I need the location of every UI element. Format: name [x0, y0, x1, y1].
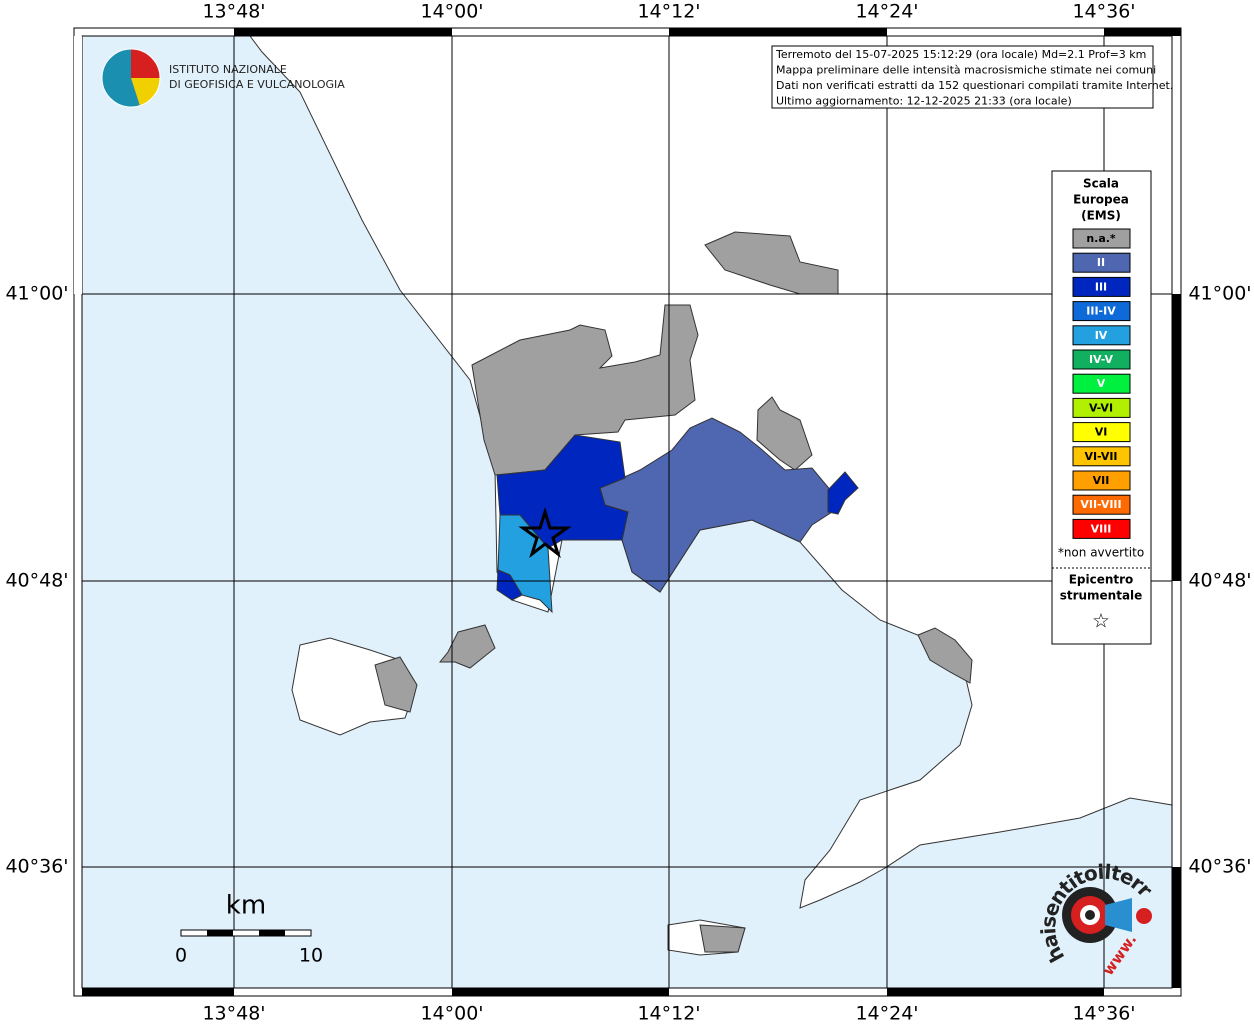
- legend-label: n.a.*: [1086, 232, 1116, 245]
- legend-swatch: [1072, 470, 1131, 491]
- scale-unit: km: [226, 891, 266, 921]
- frame: [73, 27, 1182, 997]
- legend-label: IV: [1095, 329, 1108, 342]
- legend-title: Europea: [1073, 193, 1129, 207]
- logo-line: DI GEOFISICA E VULCANOLOGIA: [169, 78, 345, 91]
- legend-label: VII: [1093, 474, 1110, 487]
- legend-swatch: [1072, 373, 1131, 394]
- legend-swatch: [1072, 518, 1131, 539]
- legend-label: VIII: [1091, 522, 1112, 535]
- legend-label: V: [1097, 377, 1106, 390]
- legend-title: (EMS): [1081, 209, 1121, 223]
- info-line: Ultimo aggiornamento: 12-12-2025 21:33 (…: [776, 95, 1072, 108]
- epicenter: [518, 506, 572, 559]
- longitude-label: 14°36': [1072, 1, 1135, 23]
- latitude-label: 40°48': [1188, 570, 1251, 592]
- land: [249, 35, 1173, 956]
- legend-swatch: [1072, 252, 1131, 273]
- scale-label: 0: [175, 945, 187, 967]
- legend-epicenter: strumentale: [1060, 589, 1143, 603]
- longitude-label: 13°48': [202, 1003, 265, 1024]
- legend-swatch: [1072, 494, 1131, 515]
- legend: ScalaEuropea(EMS)n.a.*IIIIIIII-IVIVIV-VV…: [1058, 177, 1144, 633]
- longitude-label: 14°00': [420, 1003, 483, 1024]
- info-line: Terremoto del 15-07-2025 15:12:29 (ora l…: [775, 48, 1146, 61]
- longitude-label: 14°12': [637, 1003, 700, 1024]
- legend-swatch: [1072, 276, 1131, 297]
- legend-swatch: [1072, 228, 1131, 249]
- legend-label: II: [1097, 256, 1105, 269]
- logo-line: ISTITUTO NAZIONALE: [169, 63, 287, 76]
- info-line: Mappa preliminare delle intensità macros…: [776, 64, 1156, 77]
- latitude-label: 40°48': [5, 570, 68, 592]
- latitude-label: 40°36': [5, 856, 68, 878]
- legend-epicenter-symbol: ☆: [1092, 609, 1110, 633]
- scale-label: 10: [299, 945, 323, 967]
- latitude-label: 40°36': [1188, 856, 1251, 878]
- latitude-label: 41°00': [1188, 283, 1251, 305]
- legend-note: *non avvertito: [1058, 546, 1144, 560]
- longitude-label: 14°24': [855, 1, 918, 23]
- info-box: [771, 45, 1154, 109]
- info-text: Terremoto del 15-07-2025 15:12:29 (ora l…: [775, 48, 1173, 108]
- legend-label: VI: [1095, 426, 1108, 439]
- scale-bar: km 0 10: [175, 891, 323, 967]
- legend-title: Scala: [1083, 177, 1119, 191]
- info-line: Dati non verificati estratti da 152 ques…: [776, 79, 1173, 92]
- legend-label: III: [1095, 280, 1107, 293]
- latitude-label: 41°00': [5, 283, 68, 305]
- legend-swatch: [1072, 325, 1131, 346]
- longitude-label: 13°48': [202, 1, 265, 23]
- graticule: [82, 36, 1172, 988]
- legend-epicenter: Epicentro: [1069, 573, 1134, 587]
- legend-swatch: [1072, 446, 1131, 467]
- legend-label: V-VI: [1089, 401, 1113, 414]
- longitude-label: 14°12': [637, 1, 700, 23]
- longitude-label: 14°36': [1072, 1003, 1135, 1024]
- ingv-logo: ISTITUTO NAZIONALE DI GEOFISICA E VULCAN…: [101, 48, 345, 108]
- legend-swatch: [1072, 422, 1131, 443]
- legend-label: VI-VII: [1084, 450, 1117, 463]
- legend-label: IV-V: [1089, 353, 1114, 366]
- coordinate-labels: 13°48' 13°48' 14°00' 14°00' 14°12' 14°12' 14°2…: [5, 1, 1251, 1024]
- legend-swatch: [1072, 349, 1131, 370]
- legend-label: VII-VIII: [1080, 498, 1121, 511]
- longitude-label: 14°24': [855, 1003, 918, 1024]
- legend-label: III-IV: [1086, 305, 1116, 318]
- longitude-label: 14°00': [420, 1, 483, 23]
- legend-swatch: [1072, 397, 1131, 418]
- legend-swatch: [1072, 301, 1131, 322]
